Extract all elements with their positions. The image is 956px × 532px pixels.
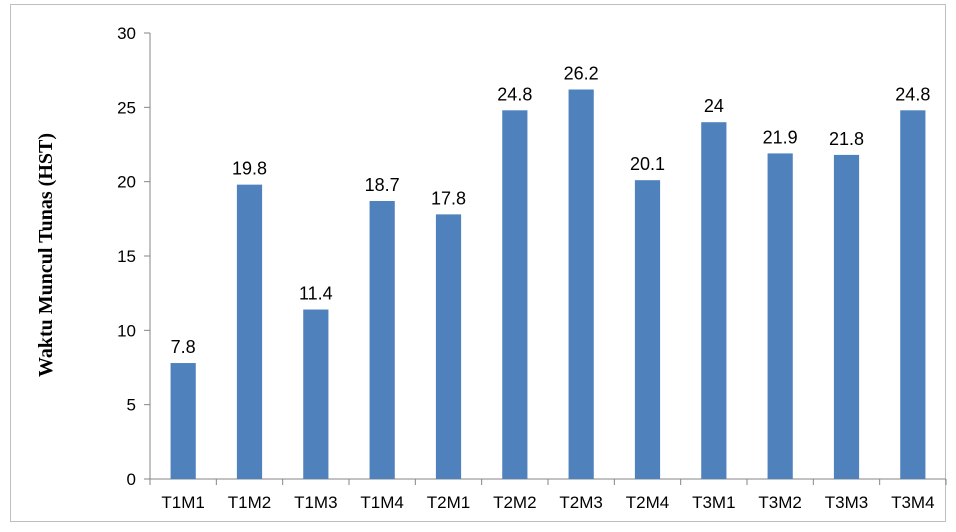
bar: [767, 153, 793, 480]
bar: [236, 184, 263, 479]
data-label: 26.2: [564, 63, 599, 83]
y-tick-label: 0: [127, 470, 136, 489]
x-tick-label: T2M2: [493, 493, 536, 512]
data-label: 11.4: [299, 284, 333, 304]
bar: [170, 363, 196, 479]
bar: [568, 89, 594, 479]
y-axis-title: Waktu Muncul Tunas (HST): [35, 133, 57, 377]
data-label: 19.8: [232, 159, 267, 179]
bar: [701, 122, 727, 479]
bar: [634, 180, 661, 479]
x-tick-label: T3M3: [825, 493, 868, 512]
data-label: 24.8: [895, 84, 930, 104]
x-tick-label: T3M2: [758, 493, 801, 512]
data-label: 21.9: [763, 127, 798, 147]
y-tick-label: 15: [117, 247, 136, 266]
x-tick-label: T1M1: [161, 493, 204, 512]
y-tick-label: 30: [117, 24, 136, 43]
bar: [303, 309, 329, 479]
bars-layer: [170, 89, 926, 480]
y-tick-label: 25: [117, 98, 136, 117]
x-tick-label: T2M1: [427, 493, 470, 512]
bar: [833, 154, 860, 479]
x-tick-label: T3M4: [891, 493, 934, 512]
bar: [435, 214, 462, 479]
data-label: 7.8: [171, 337, 196, 357]
data-label: 20.1: [630, 154, 665, 174]
x-tick-label: T2M4: [626, 493, 669, 512]
axes-layer: 0 5 10 15 20 25 30: [117, 24, 947, 489]
y-tick-label: 20: [117, 173, 136, 192]
x-tick-label: T3M1: [692, 493, 735, 512]
x-tick-label: T1M3: [294, 493, 337, 512]
bar: [369, 200, 395, 479]
data-label: 18.7: [365, 175, 400, 195]
data-label: 17.8: [431, 188, 466, 208]
x-tick-label: T1M4: [360, 493, 403, 512]
x-tick-label: T1M2: [228, 493, 271, 512]
labels-layer: 7.8 T1M1 19.8 T1M2 11.4 T1M3 18.7 T1M4 17.8 T2M1 2…: [161, 63, 934, 512]
y-tick-label: 5: [127, 396, 136, 415]
data-label: 24: [704, 96, 724, 116]
data-label: 24.8: [497, 84, 532, 104]
data-label: 21.8: [829, 129, 864, 149]
bar: [502, 110, 528, 479]
x-tick-label: T2M3: [559, 493, 602, 512]
bar: [900, 110, 926, 479]
y-tick-label: 10: [117, 321, 136, 340]
